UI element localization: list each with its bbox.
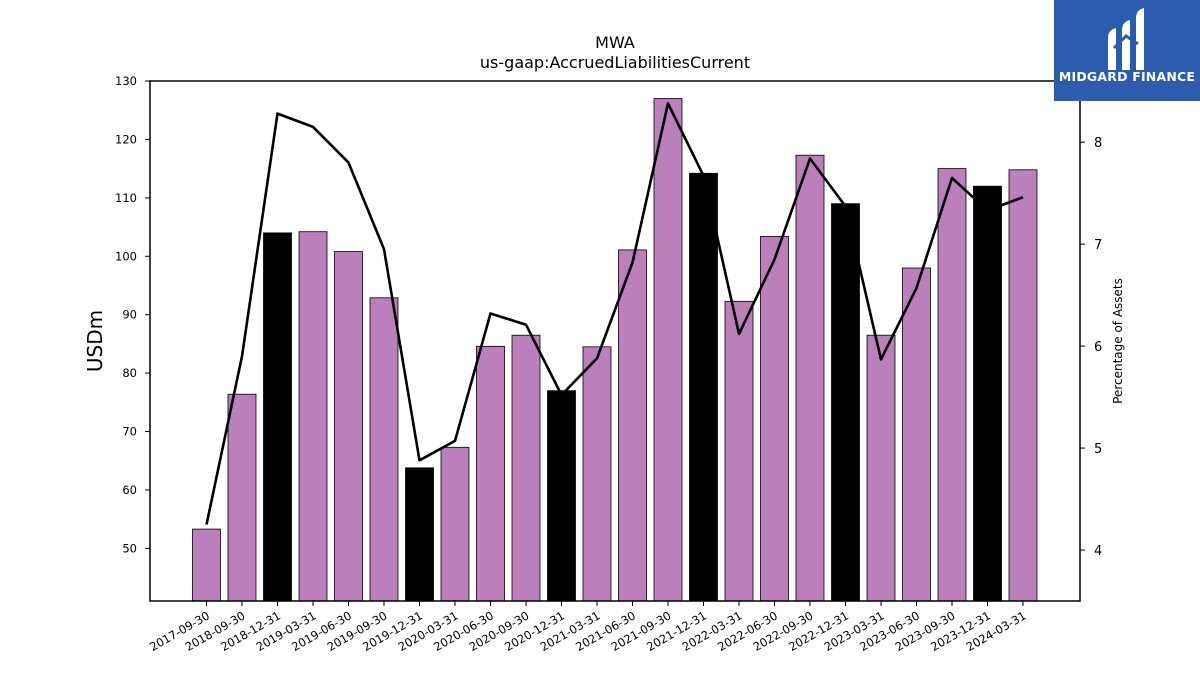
y2-tick-label: 5 — [1094, 442, 1102, 457]
bar-2022-06-30 — [760, 235, 789, 602]
bar-2022-12-31 — [831, 203, 860, 602]
bar-2020-03-31 — [440, 446, 470, 602]
y-tick-label: 110 — [115, 191, 137, 205]
line-layer — [205, 102, 1024, 525]
y-tick-label: 50 — [122, 541, 137, 555]
y-axis-label: USDm — [83, 310, 107, 372]
y-tick-label: 130 — [115, 74, 137, 88]
y2-tick-label: 8 — [1094, 136, 1102, 151]
bar-2021-12-31 — [689, 172, 718, 602]
brand-name: MIDGARD FINANCE — [1058, 69, 1196, 84]
chart-title: MWA — [595, 33, 635, 52]
bars-group — [192, 98, 1038, 602]
bar-2023-06-30 — [902, 267, 931, 602]
x-axis: 2017-09-302018-09-302018-12-312019-03-31… — [147, 601, 1029, 654]
bar-2023-03-31 — [866, 334, 896, 602]
bar-2022-09-30 — [795, 154, 825, 602]
midgard-logo-icon — [1108, 8, 1144, 70]
bar-2023-12-31 — [973, 185, 1002, 602]
bar-2024-03-31 — [1008, 169, 1038, 602]
y-tick-label: 70 — [122, 425, 137, 439]
bar-2023-09-30 — [937, 168, 967, 602]
bar-2019-06-30 — [334, 251, 363, 602]
bar-2019-09-30 — [369, 297, 399, 602]
bar-2020-06-30 — [476, 345, 505, 602]
y-tick-label: 80 — [122, 366, 137, 380]
y-tick-label: 100 — [115, 249, 137, 263]
y2-axis-label: Percentage of Assets — [1111, 278, 1125, 404]
chart-subtitle: us-gaap:AccruedLiabilitiesCurrent — [480, 53, 750, 72]
brand-logo: MIDGARD FINANCE — [1054, 0, 1200, 101]
percentage-of-assets-line — [205, 102, 1024, 525]
bar-2019-12-31 — [405, 467, 434, 602]
bar-2017-09-30 — [192, 528, 221, 602]
bar-2021-09-30 — [653, 98, 683, 602]
bar-2022-03-31 — [724, 300, 754, 602]
bar-2021-06-30 — [618, 249, 647, 602]
right-axis: 4 5 6 7 8 — [1080, 136, 1102, 559]
bar-2018-12-31 — [263, 232, 292, 602]
bar-2018-09-30 — [227, 393, 257, 602]
bar-2020-09-30 — [511, 334, 541, 602]
bar-2021-03-31 — [582, 346, 612, 602]
bar-2019-03-31 — [298, 231, 328, 602]
y-tick-label: 120 — [115, 132, 137, 146]
y2-tick-label: 7 — [1094, 238, 1102, 253]
y-tick-label: 60 — [122, 483, 137, 497]
y2-tick-label: 6 — [1094, 340, 1102, 355]
bar-2020-12-31 — [547, 390, 576, 602]
y2-tick-label: 4 — [1094, 544, 1102, 559]
y-tick-label: 90 — [122, 308, 137, 322]
plot-frame — [149, 80, 1081, 602]
left-axis: 50 60 70 80 90 100 110 120 130 — [115, 74, 150, 555]
